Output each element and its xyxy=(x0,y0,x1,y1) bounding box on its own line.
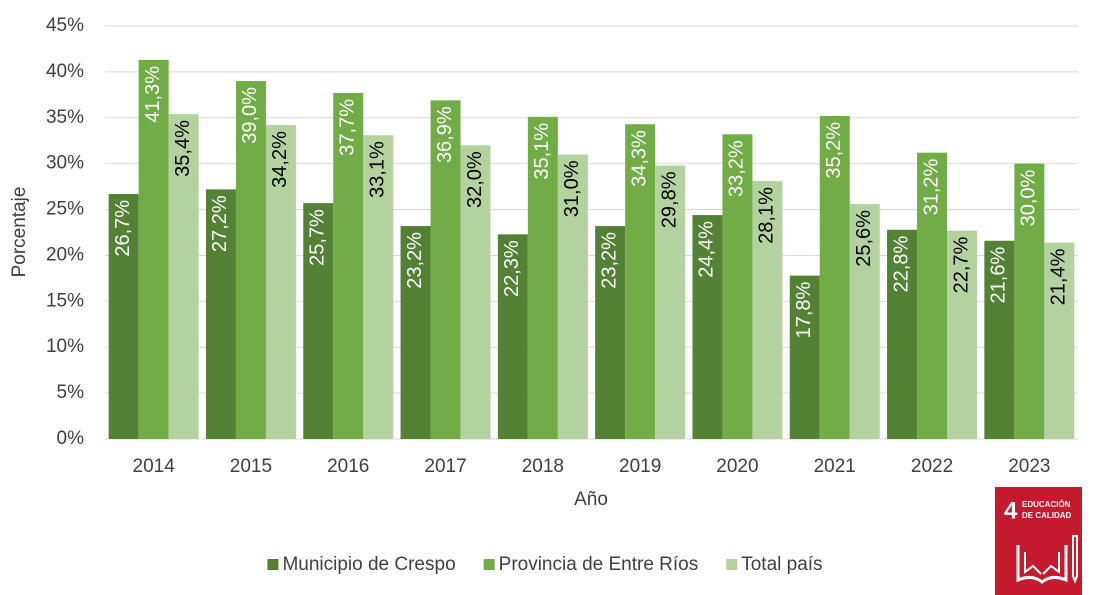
value-label: 31,2% xyxy=(920,158,942,215)
bar xyxy=(655,165,686,439)
y-tick-label: 25% xyxy=(46,199,84,220)
bar xyxy=(168,114,199,440)
value-label: 28,1% xyxy=(756,187,778,244)
value-label: 27,2% xyxy=(209,195,231,252)
badge-text: EDUCACIÓN xyxy=(1022,500,1071,509)
value-label: 26,7% xyxy=(112,200,134,257)
y-tick-label: 40% xyxy=(46,61,84,82)
legend: Municipio de Crespo Provincia de Entre Rí… xyxy=(267,554,823,575)
sdg-badge: 4 EDUCACIÓN DE CALIDAD xyxy=(995,487,1082,595)
y-tick-label: 30% xyxy=(46,153,84,174)
legend-swatch xyxy=(483,559,495,570)
y-tick-label: 0% xyxy=(57,428,85,449)
value-label: 31,0% xyxy=(561,160,583,217)
y-tick-label: 45% xyxy=(46,15,84,36)
legend-label: Municipio de Crespo xyxy=(282,554,455,575)
bar xyxy=(752,181,783,440)
value-label: 25,7% xyxy=(307,209,329,266)
value-label: 34,3% xyxy=(628,130,650,187)
y-tick-label: 15% xyxy=(46,290,84,311)
value-label: 32,0% xyxy=(464,151,486,208)
value-label: 35,1% xyxy=(531,123,553,180)
value-label: 17,8% xyxy=(793,281,815,338)
y-tick-label: 5% xyxy=(57,382,85,403)
bar xyxy=(108,193,139,439)
y-tick-label: 20% xyxy=(46,244,84,265)
legend-swatch xyxy=(267,559,279,570)
y-axis-title: Porcentaje xyxy=(9,187,30,278)
value-label: 21,4% xyxy=(1048,248,1070,305)
x-tick-label: 2023 xyxy=(1008,456,1050,477)
x-tick-label: 2014 xyxy=(133,456,176,477)
legend-item: Provincia de Entre Ríos xyxy=(483,554,699,575)
x-tick-label: 2020 xyxy=(716,456,758,477)
value-label: 36,9% xyxy=(434,106,456,163)
bar xyxy=(430,100,461,439)
value-label: 33,2% xyxy=(726,140,748,197)
bar xyxy=(722,134,753,439)
x-tick-label: 2018 xyxy=(522,456,564,477)
x-tick-label: 2021 xyxy=(814,456,856,477)
y-tick-label: 35% xyxy=(46,107,84,128)
bar xyxy=(557,154,588,439)
value-label: 24,4% xyxy=(696,221,718,278)
x-axis-title: Año xyxy=(574,489,608,510)
value-label: 39,0% xyxy=(239,87,261,144)
value-label: 23,2% xyxy=(404,232,426,289)
value-label: 23,2% xyxy=(598,232,620,289)
bar xyxy=(303,203,334,439)
badge-number: 4 xyxy=(1004,497,1018,524)
bar xyxy=(625,124,656,440)
bar xyxy=(138,59,169,440)
value-label: 33,1% xyxy=(367,141,389,198)
value-label: 35,4% xyxy=(172,120,194,177)
value-label: 21,6% xyxy=(988,247,1010,304)
legend-swatch xyxy=(726,559,738,570)
value-label: 25,6% xyxy=(853,210,875,267)
x-tick-label: 2015 xyxy=(230,456,272,477)
bar xyxy=(984,240,1015,439)
x-tick-label: 2017 xyxy=(424,456,466,477)
badge-icon xyxy=(1016,535,1078,584)
bar xyxy=(1044,242,1075,439)
value-label: 35,2% xyxy=(823,122,845,179)
y-tick-label: 10% xyxy=(46,336,84,357)
legend-item: Total país xyxy=(726,554,823,575)
bar xyxy=(819,115,850,439)
bar xyxy=(235,81,266,440)
bar xyxy=(363,135,394,439)
value-label: 34,2% xyxy=(269,131,291,188)
bar xyxy=(265,125,296,440)
value-label: 29,8% xyxy=(658,171,680,228)
bar xyxy=(527,116,558,440)
value-label: 22,8% xyxy=(890,236,912,293)
bar xyxy=(947,230,978,439)
value-label: 37,7% xyxy=(337,99,359,156)
legend-label: Total país xyxy=(741,554,822,575)
bar xyxy=(497,234,528,439)
value-label: 41,3% xyxy=(142,66,164,123)
bar xyxy=(205,189,236,439)
bar xyxy=(692,215,723,439)
value-label: 22,3% xyxy=(501,240,523,297)
x-tick-label: 2022 xyxy=(911,456,953,477)
bar xyxy=(460,145,491,440)
legend-label: Provincia de Entre Ríos xyxy=(499,554,699,575)
badge-text: DE CALIDAD xyxy=(1022,511,1072,520)
bar xyxy=(917,152,948,440)
value-label: 22,7% xyxy=(950,236,972,293)
bar xyxy=(849,204,880,439)
x-tick-label: 2016 xyxy=(327,456,369,477)
bar xyxy=(1014,163,1045,439)
x-tick-label: 2019 xyxy=(619,456,661,477)
bar xyxy=(595,226,626,439)
bar xyxy=(887,229,918,439)
value-label: 30,0% xyxy=(1018,169,1040,226)
legend-item: Municipio de Crespo xyxy=(267,554,456,575)
bar xyxy=(789,275,820,439)
bar xyxy=(400,226,431,439)
bar xyxy=(333,92,364,440)
